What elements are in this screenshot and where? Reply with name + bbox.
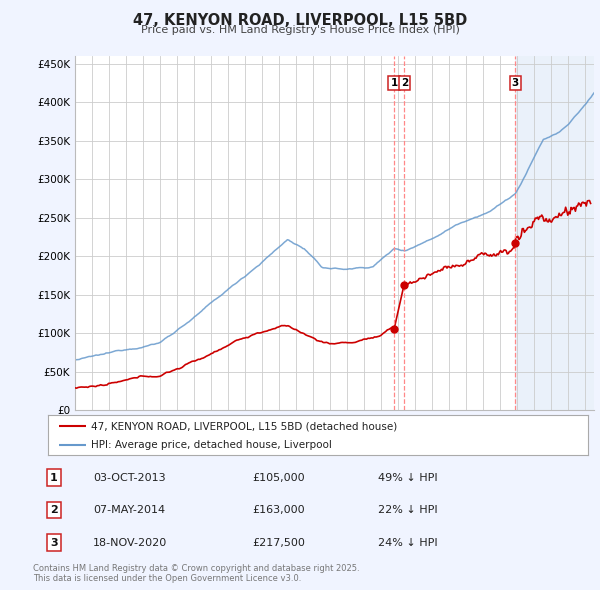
- Text: 47, KENYON ROAD, LIVERPOOL, L15 5BD: 47, KENYON ROAD, LIVERPOOL, L15 5BD: [133, 13, 467, 28]
- Text: £217,500: £217,500: [252, 537, 305, 548]
- Text: 49% ↓ HPI: 49% ↓ HPI: [378, 473, 437, 483]
- Text: Price paid vs. HM Land Registry's House Price Index (HPI): Price paid vs. HM Land Registry's House …: [140, 25, 460, 35]
- Text: 24% ↓ HPI: 24% ↓ HPI: [378, 537, 437, 548]
- Text: 2: 2: [50, 505, 58, 515]
- Text: 3: 3: [50, 537, 58, 548]
- Text: £105,000: £105,000: [252, 473, 305, 483]
- Text: HPI: Average price, detached house, Liverpool: HPI: Average price, detached house, Live…: [91, 440, 332, 450]
- Text: Contains HM Land Registry data © Crown copyright and database right 2025.
This d: Contains HM Land Registry data © Crown c…: [33, 563, 359, 583]
- Text: 07-MAY-2014: 07-MAY-2014: [93, 505, 165, 515]
- Text: 03-OCT-2013: 03-OCT-2013: [93, 473, 166, 483]
- Text: £163,000: £163,000: [252, 505, 305, 515]
- Text: 3: 3: [512, 78, 519, 88]
- Bar: [515, 56, 594, 410]
- Text: 1: 1: [50, 473, 58, 483]
- Text: 2: 2: [401, 78, 408, 88]
- Text: 1: 1: [391, 78, 398, 88]
- Text: 47, KENYON ROAD, LIVERPOOL, L15 5BD (detached house): 47, KENYON ROAD, LIVERPOOL, L15 5BD (det…: [91, 421, 397, 431]
- Text: 18-NOV-2020: 18-NOV-2020: [93, 537, 167, 548]
- Text: 22% ↓ HPI: 22% ↓ HPI: [378, 505, 437, 515]
